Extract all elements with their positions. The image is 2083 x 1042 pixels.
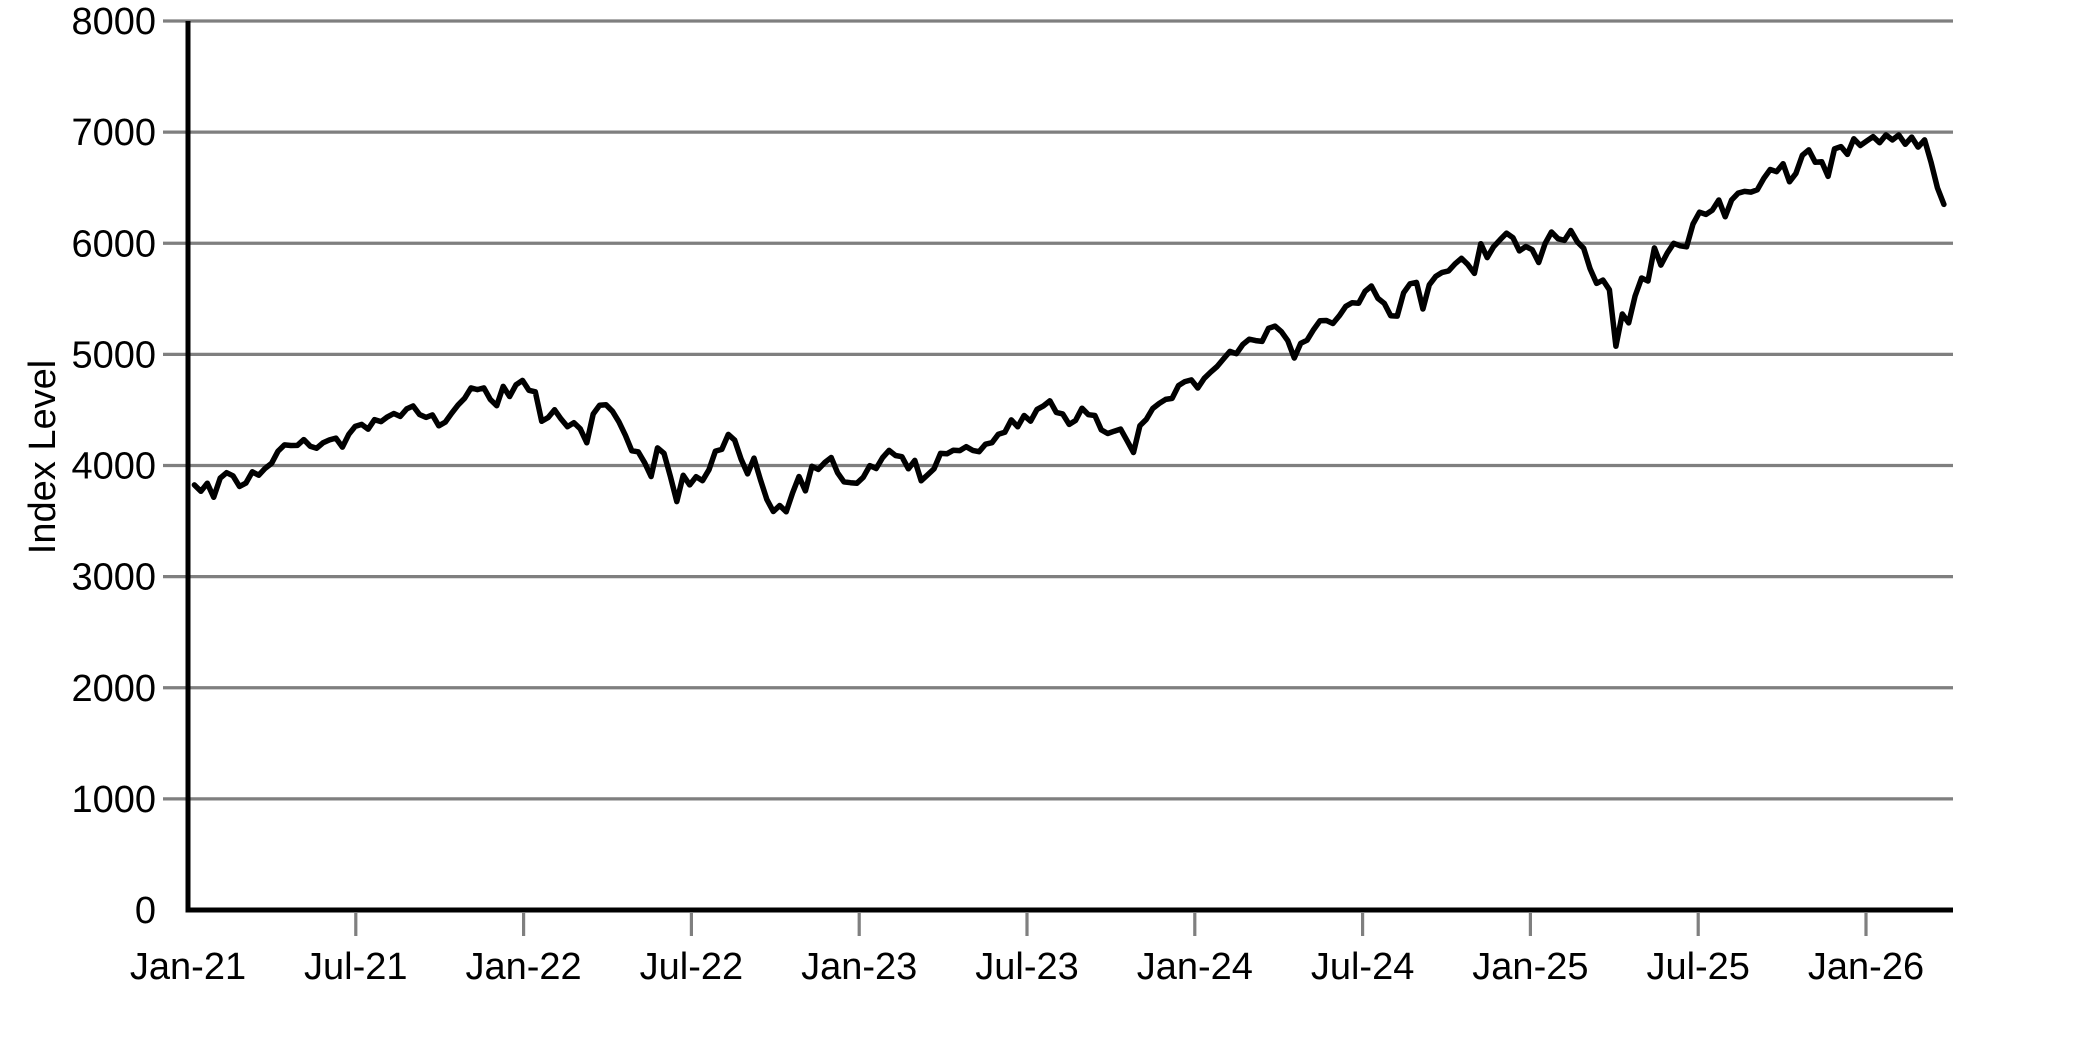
x-tick-label-Jul-24: Jul-24 [1311,946,1415,988]
y-tick-label-1000: 1000 [71,779,156,821]
y-tick-label-6000: 6000 [71,223,156,265]
x-axis-labels: Jan-21 Jul-21 Jan-22 Jul-22 Jan-23 Jul-23 Jan-… [130,946,1924,988]
x-tick-label-Jan-24: Jan-24 [1137,946,1253,988]
series-lines [191,132,1947,515]
x-tick-label-Jul-22: Jul-22 [640,946,744,988]
gridlines [163,19,1953,801]
y-tick-label-0: 0 [135,890,156,932]
x-tick-label-Jan-23: Jan-23 [801,946,917,988]
x-tick-label-Jul-25: Jul-25 [1646,946,1750,988]
y-tick-label-7000: 7000 [71,112,156,154]
y-tick-label-4000: 4000 [71,446,156,488]
x-tick-label-Jul-21: Jul-21 [304,946,408,988]
y-tick-label-2000: 2000 [71,668,156,710]
y-tick-label-3000: 3000 [71,557,156,599]
index-level-line [191,132,1947,515]
y-axis-title: Index Level [22,360,64,554]
x-axis-ticks [354,913,1868,936]
x-tick-label-Jan-21: Jan-21 [130,946,246,988]
y-axis-labels: 0 1000 2000 3000 4000 5000 6000 7000 8000 [71,1,156,932]
y-tick-label-8000: 8000 [71,1,156,43]
x-tick-label-Jan-25: Jan-25 [1472,946,1588,988]
x-tick-label-Jan-22: Jan-22 [465,946,581,988]
axes-spines [185,21,1953,913]
x-tick-label-Jan-26: Jan-26 [1808,946,1924,988]
x-tick-label-Jul-23: Jul-23 [975,946,1079,988]
y-tick-label-5000: 5000 [71,334,156,376]
